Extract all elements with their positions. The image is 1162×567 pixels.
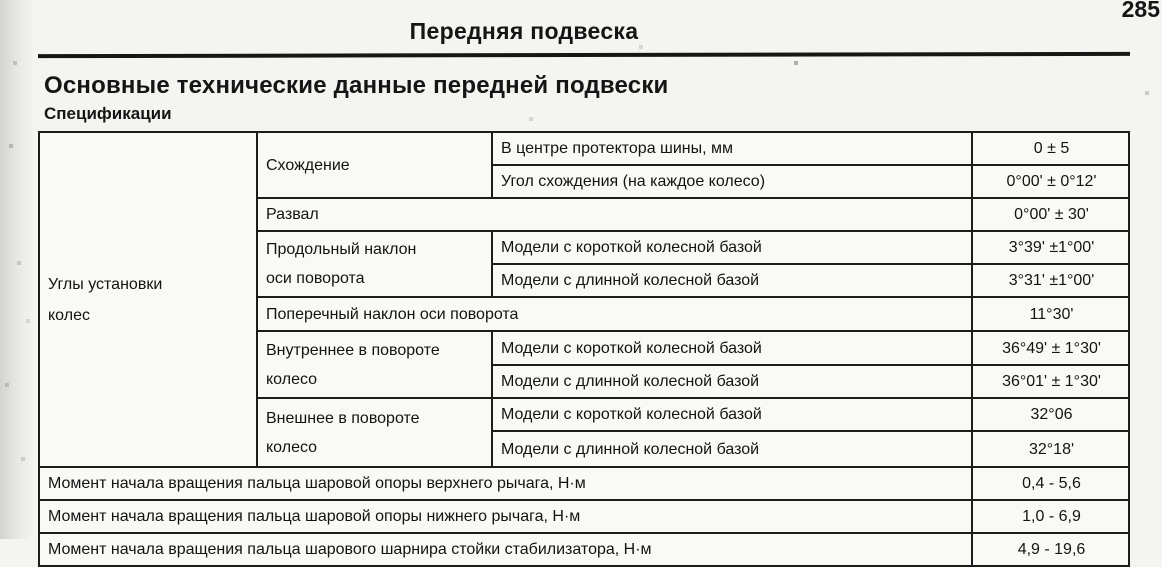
value-outer-long: 32°18': [971, 430, 1130, 468]
table-row: Углы установки колес Схождение В центре …: [38, 131, 1130, 468]
subsection-title: Спецификации: [44, 104, 172, 123]
scan-speckles: [0, 0, 2, 2]
cell-toe: Схождение: [256, 131, 493, 199]
table-row: Развал 0°00' ± 30': [39, 197, 1130, 232]
table-row: Момент начала вращения пальца шаровой оп…: [38, 466, 1130, 501]
value-outer-short: 32°06: [971, 397, 1130, 432]
value-inner-long: 36°01' ± 1°30': [971, 364, 1130, 399]
cell-outer-long: Модели с длинной колесной базой: [491, 430, 973, 468]
cell-camber: Развал: [256, 197, 973, 232]
table-row: Модели с длинной колесной базой 32°18': [39, 430, 1130, 468]
wheel-angles-label: Углы установки колес: [48, 275, 163, 324]
header-rule: [37, 51, 1131, 59]
value-toe-center: 0 ± 5: [971, 131, 1130, 166]
value-inner-short: 36°49' ± 1°30': [971, 330, 1130, 366]
cell-caster-long: Модели с длинной колесной базой: [491, 263, 973, 298]
cell-torque-lower: Момент начала вращения пальца шаровой оп…: [38, 499, 973, 534]
section-title: Основные технические данные передней под…: [44, 72, 669, 99]
table-row: Момент начала вращения пальца шаровой оп…: [38, 499, 1130, 534]
table-row: Момент начала вращения пальца шарового ш…: [38, 532, 1130, 567]
cell-wheel-angles-group: Углы установки колес: [38, 131, 258, 468]
table-row: Модели с длинной колесной базой 3°31' ±1…: [39, 263, 1130, 298]
table-row: Продольный наклон оси поворота Модели с …: [39, 230, 1130, 298]
table-row: Внутреннее в повороте колесо Модели с ко…: [39, 330, 1130, 399]
cell-outer-wheel: Внешнее в повороте колесо: [256, 397, 493, 468]
table-row: Внешнее в повороте колесо Модели с корот…: [39, 397, 1130, 468]
running-header-title: Передняя подвеска: [409, 18, 639, 44]
cell-toe-angle: Угол схождения (на каждое колесо): [491, 164, 973, 199]
cell-toe-center: В центре протектора шины, мм: [491, 131, 973, 166]
cell-caster-short: Модели с короткой колесной базой: [491, 230, 973, 265]
value-torque-stabilizer: 4,9 - 19,6: [971, 532, 1130, 567]
value-toe-angle: 0°00' ± 0°12': [971, 164, 1130, 199]
outer-wheel-label: Внешнее в повороте колесо: [266, 409, 420, 456]
value-caster-long: 3°31' ±1°00': [971, 263, 1130, 298]
page-number: 285: [1121, 0, 1160, 22]
cell-torque-stabilizer: Момент начала вращения пальца шарового ш…: [38, 532, 973, 567]
value-torque-upper: 0,4 - 5,6: [971, 466, 1130, 501]
value-caster-short: 3°39' ±1°00': [971, 230, 1130, 265]
cell-caster: Продольный наклон оси поворота: [256, 230, 493, 298]
table-row: Поперечный наклон оси поворота 11°30': [39, 296, 1130, 332]
cell-inner-wheel: Внутреннее в повороте колесо: [256, 330, 493, 399]
cell-inner-long: Модели с длинной колесной базой: [491, 364, 973, 399]
cell-inner-short: Модели с короткой колесной базой: [491, 330, 973, 366]
page-header: Передняя подвеска: [38, 18, 1130, 48]
value-kingpin: 11°30': [971, 296, 1130, 332]
table-row: Модели с длинной колесной базой 36°01' ±…: [39, 364, 1130, 399]
cell-torque-upper: Момент начала вращения пальца шаровой оп…: [38, 466, 973, 501]
cell-outer-short: Модели с короткой колесной базой: [491, 397, 973, 432]
scan-edge-shadow: [0, 0, 34, 539]
caster-label: Продольный наклон оси поворота: [266, 241, 417, 287]
value-camber: 0°00' ± 30': [971, 197, 1130, 232]
inner-wheel-label: Внутреннее в повороте колесо: [266, 341, 440, 388]
value-torque-lower: 1,0 - 6,9: [971, 499, 1130, 534]
cell-kingpin: Поперечный наклон оси поворота: [256, 296, 973, 332]
table-row: Угол схождения (на каждое колесо) 0°00' …: [39, 164, 1130, 199]
specifications-table: Углы установки колес Схождение В центре …: [38, 131, 1130, 567]
